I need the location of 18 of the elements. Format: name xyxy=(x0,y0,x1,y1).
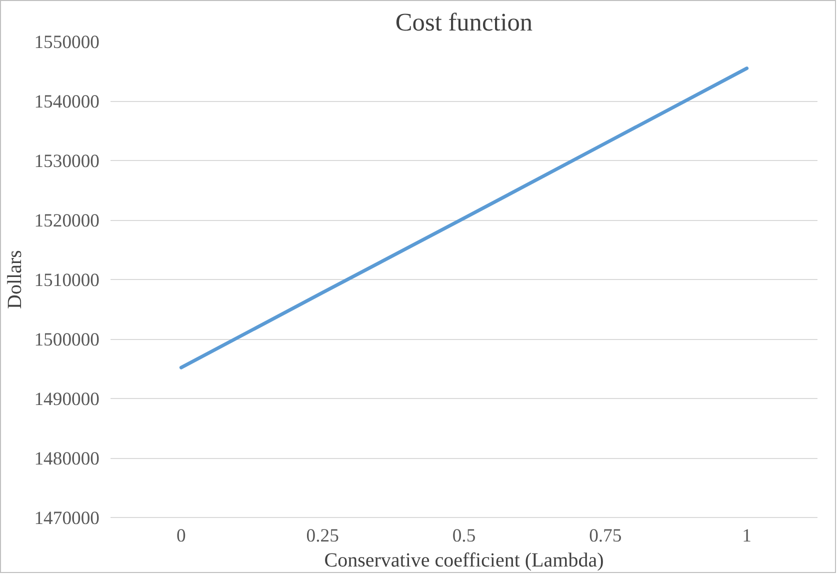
y-tick-label: 1530000 xyxy=(34,151,100,172)
chart-title: Cost function xyxy=(395,8,533,36)
y-tick-label: 1490000 xyxy=(34,389,100,410)
y-tick-label: 1480000 xyxy=(34,448,100,470)
y-tick-label: 1470000 xyxy=(34,508,100,529)
x-tick-label: 0.5 xyxy=(452,526,476,546)
x-axis-title: Conservative coefficient (Lambda) xyxy=(324,550,604,572)
y-axis-title: Dollars xyxy=(4,250,26,309)
x-tick-label: 1 xyxy=(742,526,752,546)
y-tick-label: 1510000 xyxy=(34,270,100,291)
x-tick-label: 0.25 xyxy=(306,526,339,546)
x-tick-label: 0 xyxy=(176,526,186,546)
y-tick-label: 1500000 xyxy=(34,330,100,350)
line-series xyxy=(179,66,749,370)
y-tick-label: 1520000 xyxy=(34,210,100,232)
y-tick-label: 1540000 xyxy=(34,92,100,112)
y-tick-label: 1550000 xyxy=(34,32,100,53)
x-tick-label: 0.75 xyxy=(589,526,622,546)
